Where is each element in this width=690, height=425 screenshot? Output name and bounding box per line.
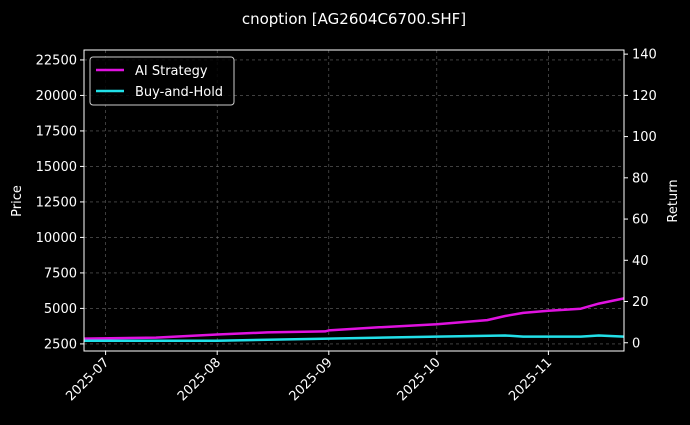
y-left-tick-label: 22500	[36, 53, 77, 68]
y-left-tick-label: 5000	[44, 302, 77, 317]
series-layer	[83, 297, 625, 342]
y-right-tick-label: 80	[632, 171, 649, 186]
chart-title: cnoption [AG2604C6700.SHF]	[242, 10, 466, 28]
y-left-tick-label: 10000	[36, 231, 77, 246]
legend: AI Strategy Buy-and-Hold	[89, 56, 235, 106]
y-left-tick-label: 7500	[44, 266, 77, 281]
y-right-tick-label: 100	[632, 130, 657, 145]
y-left-tick-label: 12500	[36, 195, 77, 210]
y-axis-left-label: Price	[10, 185, 25, 217]
y-right-tick-label: 40	[632, 254, 649, 269]
y-left-tick-label: 2500	[44, 337, 77, 352]
y-right-tick-label: 0	[632, 336, 640, 351]
y-axis-right-label: Return	[666, 179, 681, 222]
legend-label-ai-strategy: AI Strategy	[135, 64, 208, 79]
legend-label-buy-and-hold: Buy-and-Hold	[135, 85, 223, 100]
y-left-tick-label: 15000	[36, 160, 77, 175]
y-right-tick-label: 20	[632, 295, 649, 310]
y-right-tick-label: 60	[632, 213, 649, 228]
y-left-tick-label: 17500	[36, 124, 77, 139]
y-left-tick-label: 20000	[36, 89, 77, 104]
y-axis-left: 2500 5000 7500 10000 12500 15000 17500 20000 225…	[36, 53, 84, 352]
series-line-ai-strategy	[83, 297, 625, 340]
y-right-tick-label: 140	[632, 48, 657, 63]
legend-box	[89, 56, 235, 106]
series-line-buy-and-hold	[84, 334, 625, 342]
plot-frame	[83, 49, 625, 352]
y-axis-right: 0 20 40 60 80 100 120 140	[624, 48, 657, 351]
y-right-tick-label: 120	[632, 89, 657, 104]
